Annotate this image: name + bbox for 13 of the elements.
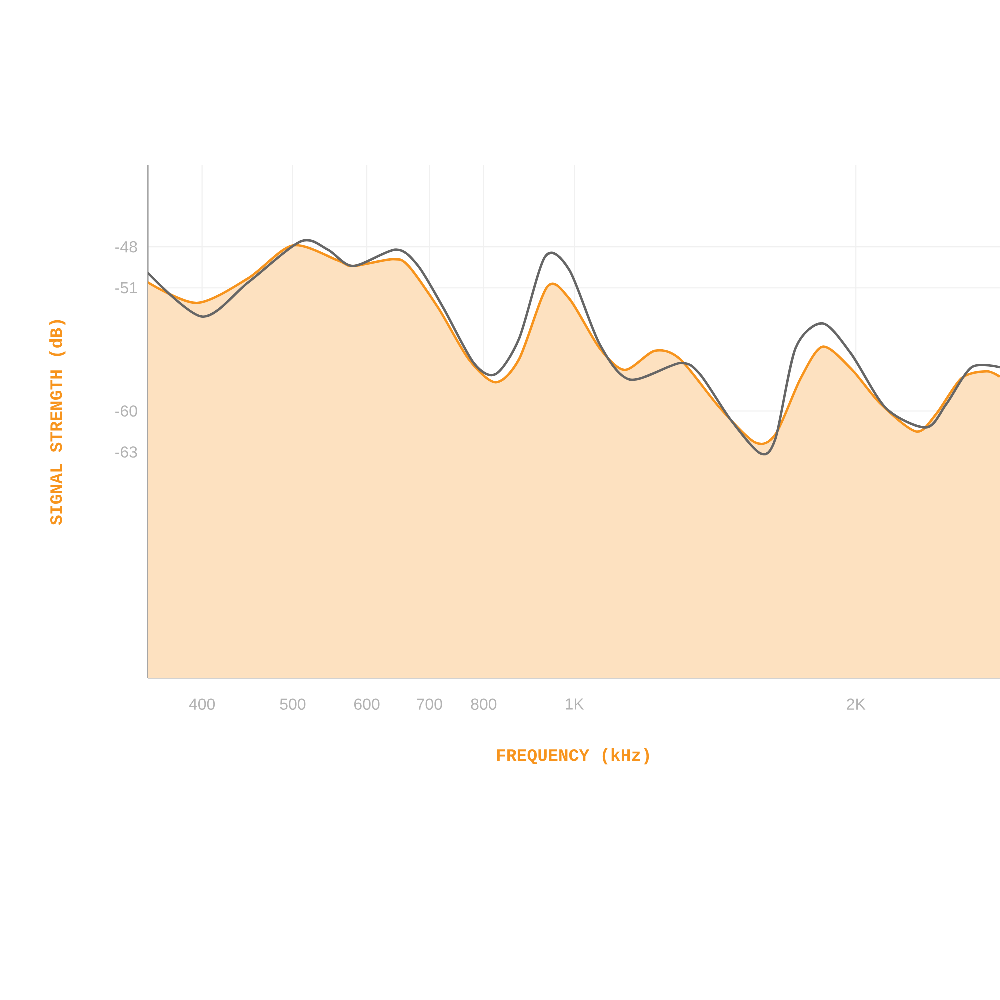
- x-tick-label: 800: [471, 698, 497, 710]
- y-tick-label: -51: [116, 282, 138, 294]
- x-tick-label: 2K: [847, 698, 866, 710]
- x-tick-label: 700: [417, 698, 442, 710]
- x-axis-title: FREQUENCY (kHz): [497, 748, 650, 765]
- y-tick-label: -60: [116, 406, 138, 417]
- y-axis-title: SIGNAL STRENGTH (dB): [50, 320, 66, 526]
- x-tick-label: 1K: [566, 698, 584, 710]
- y-tick-label: -63: [116, 446, 138, 458]
- y-tick-label: -48: [116, 241, 138, 253]
- x-tick-label: 400: [189, 698, 216, 710]
- x-tick-label: 500: [280, 698, 306, 710]
- x-tick-label: 600: [354, 698, 380, 710]
